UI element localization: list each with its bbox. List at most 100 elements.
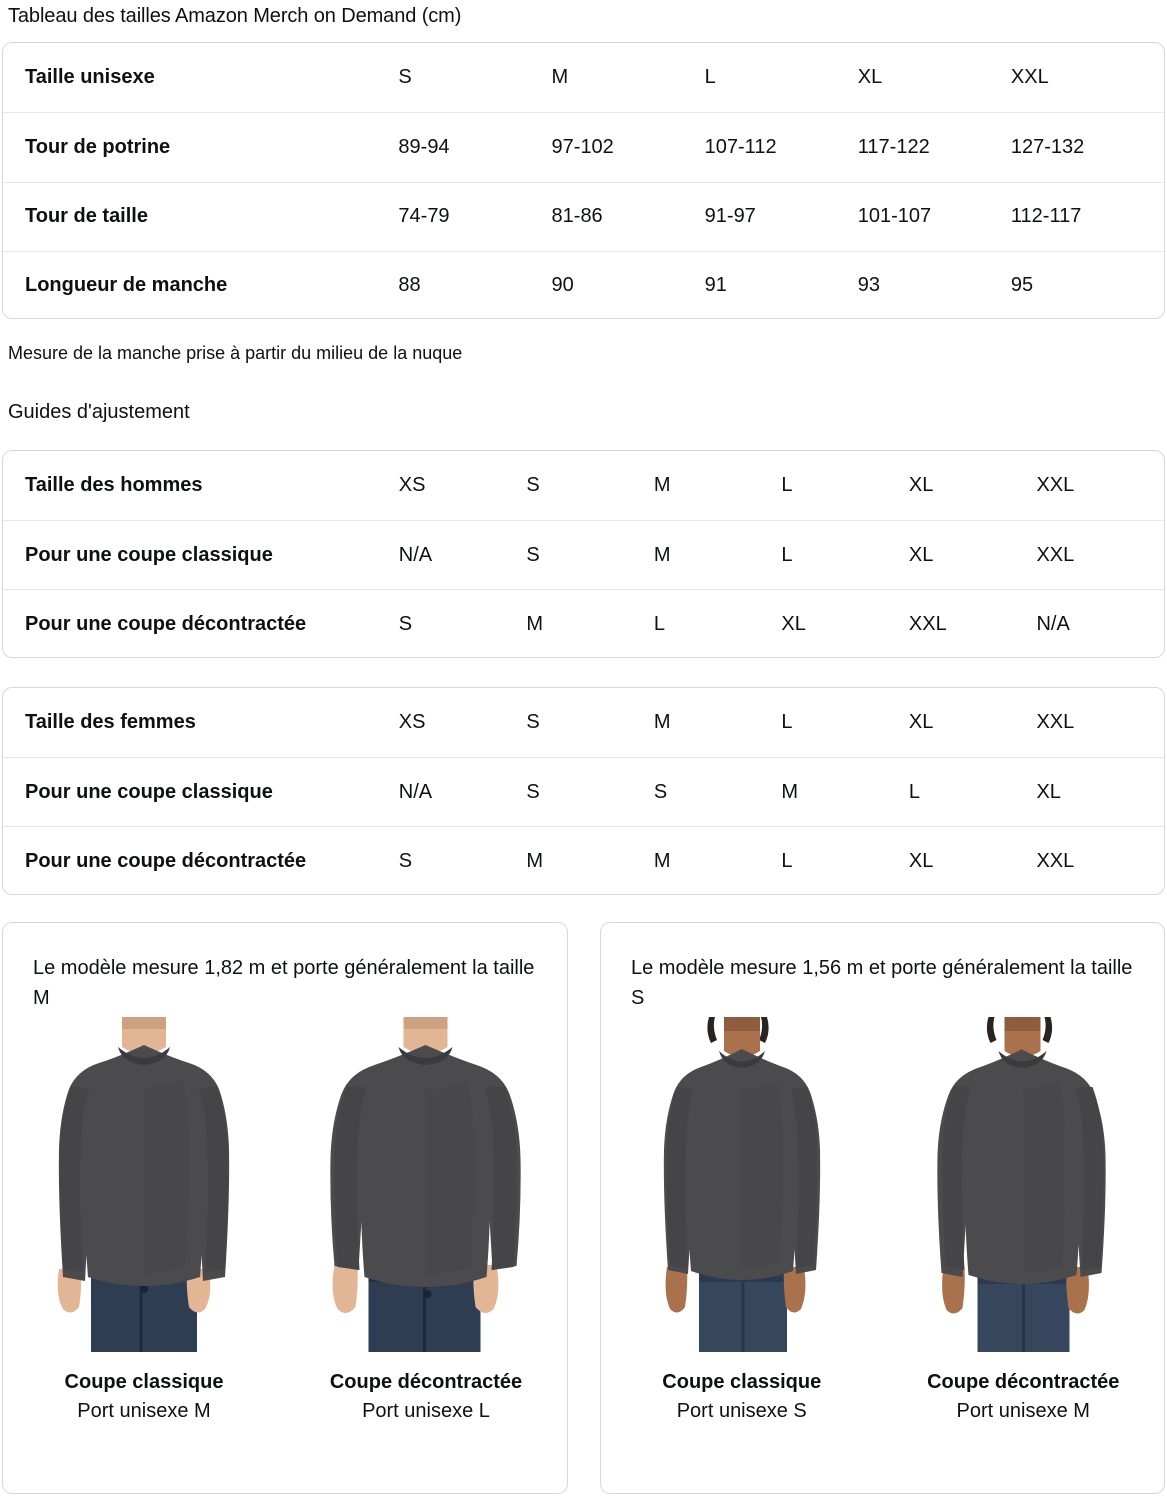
cell-waist-xxl: 112-117 [1010, 205, 1082, 228]
fit-guide-heading: Guides d'ajustement [8, 401, 190, 423]
fit-label: Coupe classique [662, 1371, 822, 1393]
table-row: Pour une coupe décontractée S M M L XL X… [3, 826, 1164, 894]
cell-sleeve-s: 88 [398, 274, 421, 297]
model-height-caption-women: Le modèle mesure 1,56 m et porte général… [631, 957, 1133, 1009]
cell-unisex-size-m: M [551, 66, 569, 89]
cell-waist-m: 81-86 [551, 205, 603, 228]
cell-waist-l: 91-97 [704, 205, 756, 228]
cell-mens-classic-3: M [653, 543, 671, 566]
cell-womens-classic-6: XL [1036, 780, 1061, 803]
row-header-unisex-size: Taille unisexe [25, 66, 155, 89]
cell-womens-relaxed-5: XL [908, 849, 934, 872]
model-labels-women: Coupe classique Port unisexe S Coupe déc… [601, 1368, 1164, 1426]
cell-chest-xl: 117-122 [857, 135, 930, 158]
cell-unisex-size-xl: XL [857, 66, 883, 89]
fit-label: Coupe décontractée [927, 1371, 1120, 1393]
cell-mens-size-3: M [653, 474, 671, 496]
cell-mens-classic-1: N/A [398, 543, 433, 566]
cell-womens-classic-2: S [526, 780, 540, 803]
fit-label: Coupe classique [64, 1371, 224, 1393]
cell-womens-relaxed-2: M [526, 849, 543, 872]
wear-label: Port unisexe M [77, 1400, 211, 1422]
cell-chest-s: 89-94 [398, 135, 450, 158]
table-row: Taille des femmes XS S M L XL XXL [3, 688, 1164, 757]
cell-mens-relaxed-5: XXL [908, 612, 947, 635]
cell-mens-relaxed-4: XL [781, 612, 806, 635]
table-row: Tour de potrine 89-94 97-102 107-112 117… [3, 112, 1164, 181]
model-photo-men-relaxed [285, 1017, 567, 1352]
cell-sleeve-xl: 93 [857, 274, 881, 297]
sleeve-measurement-note: Mesure de la manche prise à partir du mi… [8, 343, 463, 363]
row-header-womens-size: Taille des femmes [25, 711, 196, 733]
cell-mens-classic-4: L [781, 543, 793, 566]
model-card-men: Le modèle mesure 1,82 m et porte général… [2, 922, 568, 1494]
female-model-classic-fit-illustration [663, 1017, 820, 1352]
male-model-classic-fit-illustration [57, 1017, 230, 1352]
cell-chest-xxl: 127-132 [1010, 135, 1085, 158]
cell-mens-relaxed-6: N/A [1036, 612, 1070, 635]
female-model-relaxed-fit-illustration [937, 1017, 1106, 1352]
model-photo-row-men [3, 1017, 567, 1352]
model-label-men-classic: Coupe classique Port unisexe M [3, 1368, 285, 1426]
row-header-womens-classic-fit: Pour une coupe classique [25, 780, 273, 803]
wear-label: Port unisexe S [676, 1400, 807, 1422]
cell-mens-size-5: XL [908, 474, 934, 496]
page-title: Tableau des tailles Amazon Merch on Dema… [8, 5, 462, 27]
male-model-relaxed-fit-illustration [330, 1017, 521, 1352]
row-header-mens-relaxed-fit: Pour une coupe décontractée [25, 612, 307, 635]
row-header-sleeve-length: Longueur de manche [25, 274, 228, 297]
cell-womens-classic-5: L [908, 780, 921, 803]
mens-fit-guide-table: Taille des hommes XS S M L XL XXL Pour u… [2, 450, 1165, 658]
model-label-women-relaxed: Coupe décontractée Port unisexe M [883, 1368, 1165, 1426]
row-header-chest: Tour de potrine [25, 135, 171, 158]
cell-womens-size-3: M [653, 711, 671, 733]
table-row: Tour de taille 74-79 81-86 91-97 101-107… [3, 181, 1164, 251]
cell-womens-size-2: S [526, 711, 540, 733]
cell-chest-l: 107-112 [704, 135, 777, 158]
cell-unisex-size-l: L [704, 66, 716, 89]
model-height-caption-men: Le modèle mesure 1,82 m et porte général… [33, 957, 535, 1009]
cell-mens-size-4: L [781, 474, 793, 496]
cell-womens-size-5: XL [908, 711, 934, 733]
table-row: Pour une coupe classique N/A S M L XL XX… [3, 520, 1164, 589]
cell-mens-classic-5: XL [908, 543, 934, 566]
cell-chest-m: 97-102 [551, 135, 614, 158]
cell-womens-relaxed-1: S [398, 849, 413, 872]
row-header-waist: Tour de taille [25, 205, 148, 228]
wear-label: Port unisexe M [956, 1400, 1090, 1422]
fit-label: Coupe décontractée [329, 1371, 523, 1393]
row-header-mens-size: Taille des hommes [25, 474, 203, 496]
cell-waist-s: 74-79 [398, 205, 450, 228]
cell-womens-relaxed-3: M [653, 849, 671, 872]
cell-womens-relaxed-6: XXL [1036, 849, 1075, 872]
cell-sleeve-m: 90 [551, 274, 574, 297]
cell-unisex-size-s: S [398, 66, 412, 89]
row-header-mens-classic-fit: Pour une coupe classique [25, 543, 273, 566]
table-row: Pour une coupe classique N/A S S M L XL [3, 757, 1164, 826]
cell-mens-classic-2: S [526, 543, 540, 566]
cell-unisex-size-xxl: XXL [1010, 66, 1049, 89]
cell-womens-relaxed-4: L [781, 849, 793, 872]
cell-womens-size-6: XXL [1036, 711, 1075, 733]
cell-womens-classic-3: S [653, 780, 668, 803]
cell-mens-relaxed-3: L [653, 612, 665, 635]
model-photo-women-relaxed [883, 1017, 1165, 1352]
table-row: Taille des hommes XS S M L XL XXL [3, 451, 1164, 520]
row-header-womens-relaxed-fit: Pour une coupe décontractée [25, 849, 307, 872]
cell-womens-classic-4: M [781, 780, 799, 803]
model-labels-men: Coupe classique Port unisexe M Coupe déc… [3, 1368, 567, 1426]
cell-womens-size-4: L [781, 711, 793, 733]
cell-sleeve-l: 91 [704, 274, 727, 297]
cell-womens-classic-1: N/A [398, 780, 433, 803]
model-photo-women-classic [601, 1017, 883, 1352]
cell-sleeve-xxl: 95 [1010, 274, 1034, 297]
cell-mens-classic-6: XXL [1036, 543, 1075, 566]
cell-mens-relaxed-2: M [526, 612, 543, 635]
model-label-men-relaxed: Coupe décontractée Port unisexe L [285, 1368, 567, 1426]
womens-fit-guide-table: Taille des femmes XS S M L XL XXL Pour u… [2, 687, 1165, 895]
table-row: Pour une coupe décontractée S M L XL XXL… [3, 589, 1164, 657]
table-row: Longueur de manche 88 90 91 93 95 [3, 250, 1164, 318]
model-card-women: Le modèle mesure 1,56 m et porte général… [600, 922, 1165, 1494]
cell-mens-size-1: XS [398, 474, 426, 496]
cell-mens-relaxed-1: S [398, 612, 413, 635]
